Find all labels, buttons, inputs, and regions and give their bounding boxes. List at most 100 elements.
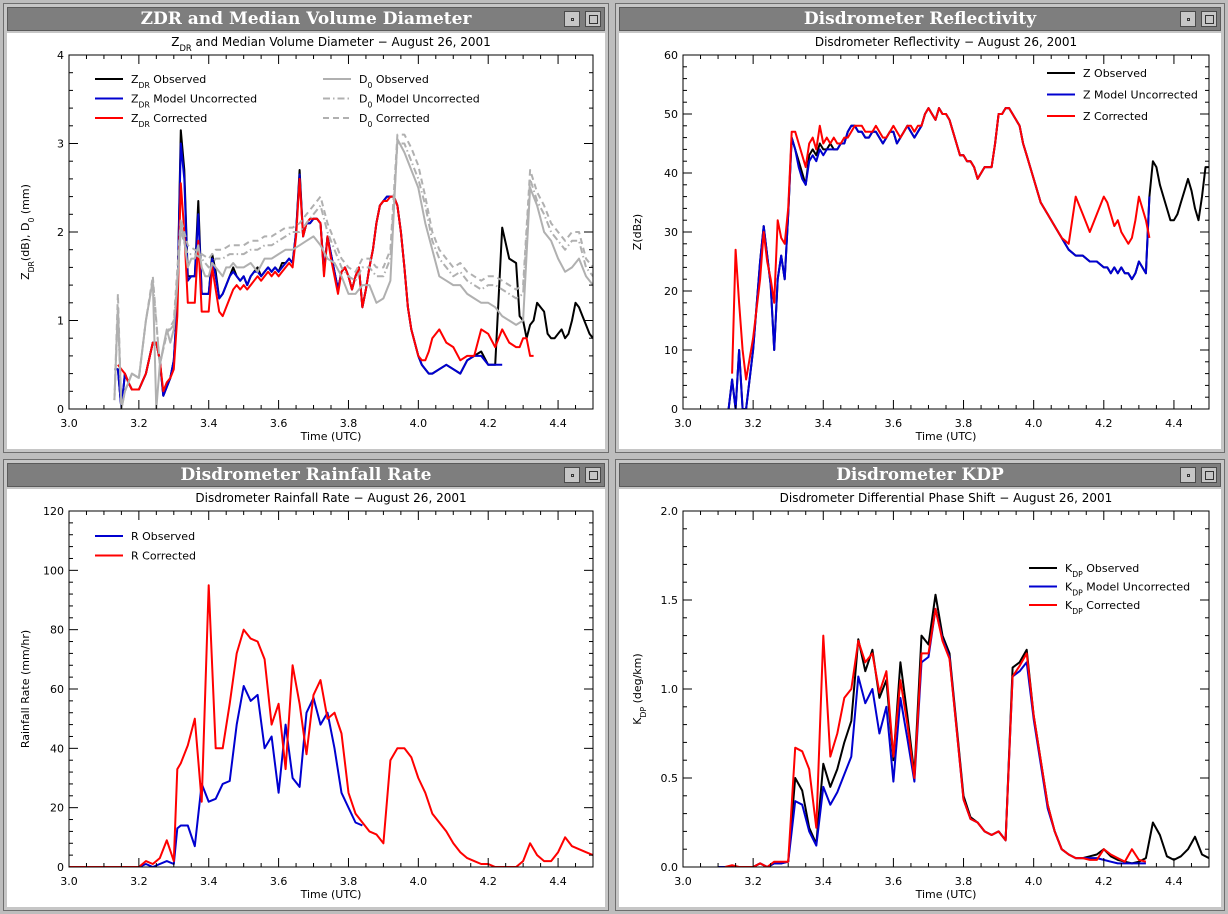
x-tick-label: 4.4	[549, 875, 567, 888]
y-tick-label: 0	[671, 403, 678, 416]
window-title: Disdrometer Rainfall Rate	[180, 465, 432, 485]
series-line-5	[113, 142, 593, 409]
y-tick-label: 3	[57, 138, 64, 151]
window-titlebar[interactable]: ZDR and Median Volume Diameter	[7, 7, 605, 31]
legend-label: ZDR​ Observed	[131, 73, 206, 90]
window-titlebar[interactable]: Disdrometer Reflectivity	[619, 7, 1221, 31]
x-tick-label: 4.4	[1165, 417, 1183, 430]
x-axis-label: Time (UTC)	[300, 888, 362, 901]
legend-label: ZDR​ Model Uncorrected	[131, 93, 257, 110]
legend-label: KDP​ Model Uncorrected	[1065, 581, 1190, 598]
maximize-button[interactable]	[585, 11, 601, 27]
y-tick-label: 1.0	[661, 683, 679, 696]
x-tick-label: 3.2	[130, 875, 148, 888]
series-line-2	[727, 107, 1151, 409]
x-axis-label: Time (UTC)	[300, 430, 362, 443]
plot-area: Disdrometer Rainfall Rate − August 26, 2…	[7, 489, 605, 907]
y-tick-label: 0	[57, 403, 64, 416]
legend-label: R Observed	[131, 530, 195, 543]
minimize-icon	[1187, 18, 1190, 21]
x-tick-label: 4.2	[1095, 417, 1113, 430]
minimize-button[interactable]	[1180, 11, 1196, 27]
y-tick-label: 1	[57, 315, 64, 328]
chart-title: Disdrometer Rainfall Rate − August 26, 2…	[195, 491, 466, 505]
series-line-2	[114, 142, 503, 409]
x-tick-label: 4.0	[410, 875, 428, 888]
x-tick-label: 3.2	[130, 417, 148, 430]
x-tick-label: 4.4	[549, 417, 567, 430]
series-line-1	[69, 685, 363, 867]
x-tick-label: 3.4	[815, 875, 833, 888]
x-tick-label: 3.4	[200, 875, 218, 888]
chart-title: Disdrometer Reflectivity − August 26, 20…	[815, 35, 1077, 49]
minimize-button[interactable]	[564, 11, 580, 27]
x-tick-label: 4.2	[479, 875, 497, 888]
window-rainfall: Disdrometer Rainfall Rate Disdrometer Ra…	[3, 459, 609, 911]
legend-label: ZDR​ Corrected	[131, 112, 207, 129]
zdr-chart: ZDR​ and Median Volume Diameter − August…	[19, 35, 594, 443]
y-tick-label: 120	[43, 505, 64, 518]
x-tick-label: 3.4	[200, 417, 218, 430]
maximize-icon	[589, 471, 598, 480]
series-line-2	[718, 607, 1146, 867]
x-tick-label: 4.2	[479, 417, 497, 430]
minimize-button[interactable]	[564, 467, 580, 483]
window-titlebar[interactable]: Disdrometer Rainfall Rate	[7, 463, 605, 487]
maximize-button[interactable]	[585, 467, 601, 483]
x-tick-label: 3.6	[885, 417, 903, 430]
legend-label: KDP​ Observed	[1065, 562, 1139, 579]
y-tick-label: 2	[57, 226, 64, 239]
x-axis-label: Time (UTC)	[915, 430, 977, 443]
y-tick-label: 2.0	[661, 505, 679, 518]
y-tick-label: 0	[57, 861, 64, 874]
x-tick-label: 3.2	[744, 875, 762, 888]
x-tick-label: 4.0	[410, 417, 428, 430]
maximize-icon	[1205, 471, 1214, 480]
x-tick-label: 4.4	[1165, 875, 1183, 888]
minimize-icon	[571, 18, 574, 21]
x-tick-label: 3.8	[340, 417, 358, 430]
maximize-button[interactable]	[1201, 11, 1217, 27]
legend-label: D0​ Observed	[359, 73, 429, 90]
x-tick-label: 4.2	[1095, 875, 1113, 888]
window-titlebar[interactable]: Disdrometer KDP	[619, 463, 1221, 487]
y-tick-label: 30	[664, 226, 678, 239]
y-tick-label: 80	[50, 624, 64, 637]
y-tick-label: 60	[50, 683, 64, 696]
legend-label: D0​ Corrected	[359, 112, 430, 129]
maximize-icon	[589, 15, 598, 24]
y-tick-label: 50	[664, 108, 678, 121]
plot-area: Disdrometer Reflectivity − August 26, 20…	[619, 33, 1221, 449]
series-line-3	[117, 177, 534, 393]
window-reflectivity: Disdrometer Reflectivity Disdrometer Ref…	[615, 3, 1225, 453]
plot-area: ZDR​ and Median Volume Diameter − August…	[7, 33, 605, 449]
minimize-icon	[571, 474, 574, 477]
legend-label: D0​ Model Uncorrected	[359, 93, 480, 110]
y-tick-label: 20	[50, 802, 64, 815]
y-tick-label: 0.5	[661, 772, 679, 785]
legend-label: Z Observed	[1083, 67, 1147, 80]
series-line-3	[724, 607, 1147, 867]
series-line-6	[113, 133, 593, 409]
window-title: Disdrometer Reflectivity	[803, 9, 1037, 29]
x-tick-label: 3.2	[744, 417, 762, 430]
minimize-button[interactable]	[1180, 467, 1196, 483]
series-line-3	[731, 107, 1151, 381]
y-axis-label: ZDR​(dB), D0​ (mm)	[19, 184, 36, 280]
y-tick-label: 100	[43, 564, 64, 577]
legend-label: KDP​ Corrected	[1065, 599, 1140, 616]
legend-label: Z Model Uncorrected	[1083, 89, 1198, 102]
y-axis-label: Rainfall Rate (mm/hr)	[19, 630, 32, 748]
kdp-chart: Disdrometer Differential Phase Shift − A…	[631, 491, 1210, 901]
x-tick-label: 3.8	[955, 417, 973, 430]
y-axis-label: Z(dBz)	[631, 214, 644, 250]
y-axis-label: KDP​ (deg/km)	[631, 653, 648, 724]
maximize-button[interactable]	[1201, 467, 1217, 483]
x-tick-label: 3.0	[60, 875, 78, 888]
window-zdr: ZDR and Median Volume Diameter ZDR​ and …	[3, 3, 609, 453]
y-tick-label: 40	[50, 742, 64, 755]
x-tick-label: 4.0	[1025, 875, 1043, 888]
minimize-icon	[1187, 474, 1190, 477]
plot-area: Disdrometer Differential Phase Shift − A…	[619, 489, 1221, 907]
x-tick-label: 3.6	[885, 875, 903, 888]
